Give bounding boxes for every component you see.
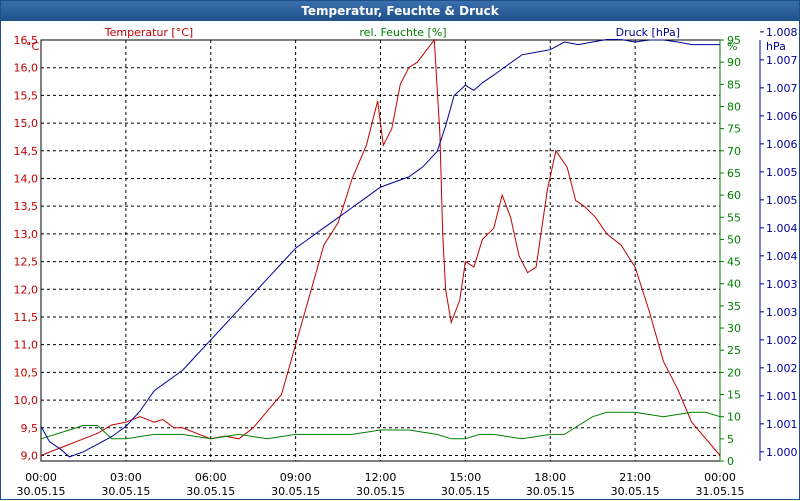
pressure-tick-label: 1.006: [766, 138, 798, 151]
humidity-tick-label: 5: [727, 433, 734, 446]
x-tick-time: 00:00: [25, 471, 57, 484]
x-tick-time: 06:00: [195, 471, 227, 484]
pressure-tick-label: 1.003: [766, 306, 798, 319]
temperature-tick-label: 9,0: [21, 449, 39, 462]
x-tick-date: 30.05.15: [356, 485, 405, 498]
temperature-tick-label: 15,0: [14, 117, 39, 130]
x-tick-time: 15:00: [450, 471, 482, 484]
pressure-tick-label: 1.006: [766, 110, 798, 123]
humidity-tick-label: 25: [727, 344, 741, 357]
pressure-tick-label: 1.001: [766, 390, 798, 403]
x-tick-date: 31.05.15: [696, 485, 745, 498]
humidity-tick-label: 65: [727, 167, 741, 180]
humidity-tick-label: 70: [727, 145, 741, 158]
humidity-tick-label: 45: [727, 256, 741, 269]
humidity-tick-label: 95: [727, 34, 741, 47]
pressure-tick-label: 1.002: [766, 334, 798, 347]
temperature-tick-label: 10,0: [14, 394, 39, 407]
temperature-tick-label: 10,5: [14, 366, 39, 379]
x-tick-time: 00:00: [704, 471, 736, 484]
pressure-tick-label: 1.005: [766, 166, 798, 179]
x-tick-date: 30.05.15: [271, 485, 320, 498]
humidity-tick-label: 55: [727, 211, 741, 224]
pressure-tick-label: 1.004: [766, 250, 798, 263]
pressure-unit: hPa: [766, 40, 786, 53]
temperature-tick-label: 12,5: [14, 256, 39, 269]
humidity-tick-label: 10: [727, 411, 741, 424]
x-tick-time: 21:00: [619, 471, 651, 484]
pressure-legend-label: Druck [hPa]: [616, 26, 680, 39]
pressure-tick-label: 1.007: [766, 82, 798, 95]
humidity-tick-label: 50: [727, 233, 741, 246]
temperature-tick-label: 9,5: [21, 422, 39, 435]
temperature-legend-label: Temperatur [°C]: [104, 26, 193, 39]
temperature-tick-label: 13,5: [14, 200, 39, 213]
humidity-tick-label: 15: [727, 389, 741, 402]
humidity-tick-label: 40: [727, 278, 741, 291]
x-tick-date: 30.05.15: [526, 485, 575, 498]
pressure-tick-label: 1.007: [766, 54, 798, 67]
pressure-tick-label: 1.000: [766, 446, 798, 459]
x-tick-time: 03:00: [110, 471, 142, 484]
humidity-tick-label: 30: [727, 322, 741, 335]
temperature-unit: °C: [26, 40, 40, 53]
humidity-tick-label: 75: [727, 123, 741, 136]
x-tick-date: 30.05.15: [186, 485, 235, 498]
pressure-tick-label: 1.004: [766, 222, 798, 235]
pressure-tick-label: 1.002: [766, 362, 798, 375]
temperature-tick-label: 15,5: [14, 89, 39, 102]
temperature-tick-label: 11,0: [14, 339, 39, 352]
pressure-tick-label: 1.005: [766, 194, 798, 207]
humidity-tick-label: 60: [727, 189, 741, 202]
humidity-tick-label: 20: [727, 366, 741, 379]
x-tick-time: 09:00: [280, 471, 312, 484]
pressure-tick-label: 1.008: [766, 26, 798, 39]
temperature-tick-label: 13,0: [14, 228, 39, 241]
pressure-series-line: [40, 39, 720, 458]
humidity-tick-label: 85: [727, 78, 741, 91]
temperature-tick-label: 16,5: [14, 34, 39, 47]
x-tick-date: 30.05.15: [611, 485, 660, 498]
humidity-series-line: [40, 411, 721, 440]
pressure-tick-label: 1.003: [766, 278, 798, 291]
temperature-tick-label: 14,0: [14, 172, 39, 185]
humidity-tick-label: 0: [727, 455, 734, 468]
x-tick-time: 18:00: [534, 471, 566, 484]
humidity-tick-label: 35: [727, 300, 741, 313]
temperature-tick-label: 16,0: [14, 62, 39, 75]
humidity-tick-label: 80: [727, 100, 741, 113]
humidity-tick-label: 90: [727, 56, 741, 69]
x-tick-date: 30.05.15: [17, 485, 66, 498]
humidity-unit: %: [727, 40, 737, 53]
x-tick-date: 30.05.15: [441, 485, 490, 498]
temperature-tick-label: 14,5: [14, 145, 39, 158]
temperature-tick-label: 12,0: [14, 283, 39, 296]
window-title: Temperatur, Feuchte & Druck: [1, 1, 799, 21]
temperature-series-line: [40, 38, 721, 456]
x-tick-date: 30.05.15: [101, 485, 150, 498]
x-tick-time: 12:00: [365, 471, 397, 484]
temperature-tick-label: 11,5: [14, 311, 39, 324]
humidity-legend-label: rel. Feuchte [%]: [359, 26, 446, 39]
pressure-tick-label: 1.001: [766, 418, 798, 431]
